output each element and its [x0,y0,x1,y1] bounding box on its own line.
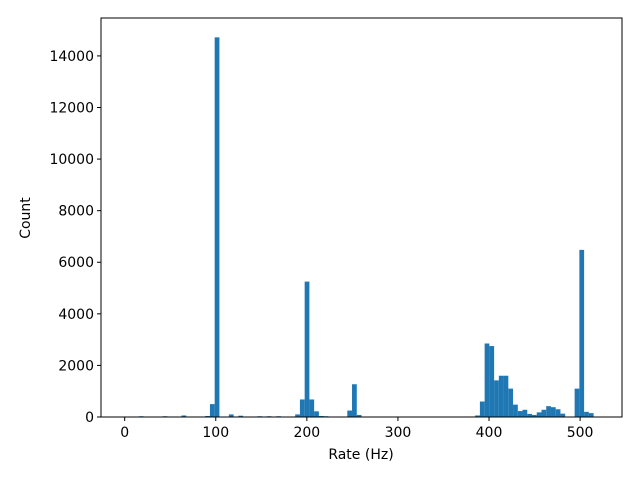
bar [238,415,244,417]
y-tick-label: 0 [85,410,94,426]
x-tick-label: 200 [293,425,320,441]
bar [517,411,523,417]
bar [295,414,300,417]
bar [209,404,215,417]
bar [498,375,504,417]
x-axis-label: Rate (Hz) [328,447,393,463]
bar [479,401,485,417]
bar [550,407,556,417]
y-tick-label: 8000 [58,204,94,220]
y-tick-label: 4000 [58,307,94,323]
x-tick-label: 500 [567,425,594,441]
bar [584,411,589,417]
bar [484,343,490,417]
bar [560,413,566,417]
bar [513,404,518,417]
bar [503,375,509,417]
bar [352,384,357,417]
y-tick-label: 6000 [58,255,94,271]
bar [579,249,585,417]
plot-frame [100,17,623,418]
bar [522,409,528,417]
bar [574,388,580,417]
y-tick-label: 2000 [58,358,94,374]
bar [555,409,561,417]
bar [299,399,305,417]
bar [532,414,537,417]
bar [475,415,480,417]
bar [508,388,514,417]
bar [228,414,234,417]
y-tick-label: 10000 [49,152,94,168]
bar [536,412,542,417]
x-tick-label: 100 [202,425,229,441]
x-tick-label: 0 [120,425,129,441]
bar [588,413,594,417]
y-tick-label: 12000 [49,100,94,116]
bar [314,411,319,417]
y-tick-label: 14000 [49,49,94,65]
bar [494,380,499,417]
bar [527,413,533,417]
x-tick-label: 300 [385,425,412,441]
bar [347,410,353,417]
bar [205,415,210,417]
bar [356,414,362,417]
bar [541,409,547,417]
bar [181,415,187,417]
bar [318,415,324,417]
bar [214,37,220,417]
x-tick-label: 400 [476,425,503,441]
bar [309,399,315,417]
bar [546,406,551,417]
y-axis-label: Count [18,197,34,239]
bar [304,281,310,417]
bar [489,346,495,417]
